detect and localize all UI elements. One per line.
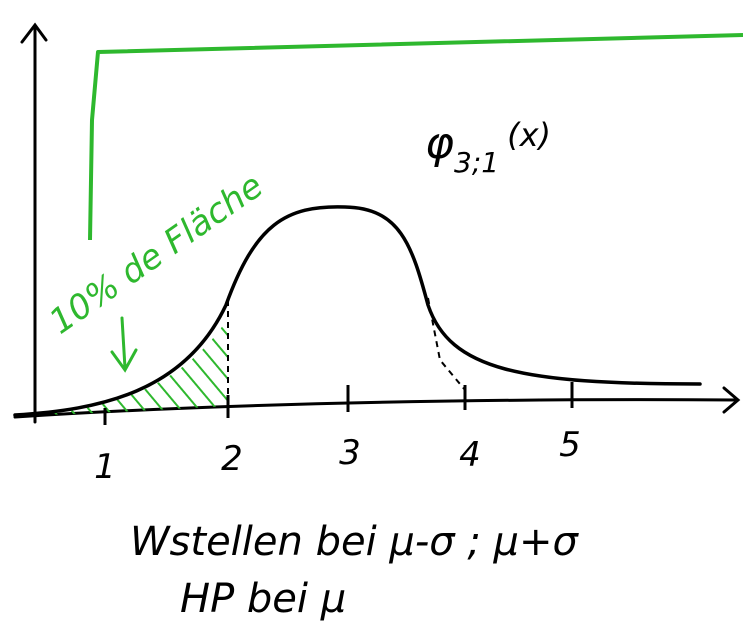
symbol: φ bbox=[425, 118, 454, 169]
tick-label: 2 bbox=[221, 439, 243, 479]
note: Wstellen bei μ-σ ; μ+σ bbox=[130, 519, 580, 565]
annotation: 10% de Fläche bbox=[42, 166, 270, 343]
tick-label: 4 bbox=[459, 435, 481, 475]
annotation-arrow bbox=[112, 318, 136, 370]
tick-label: 3 bbox=[339, 433, 361, 473]
sketch: 1 2 3 4 5 φ3;1(x) 10% de Fläche Wstellen… bbox=[0, 0, 743, 626]
tick-label: 1 bbox=[94, 447, 116, 487]
tick-label: 5 bbox=[559, 425, 581, 465]
curve-label: φ3;1(x) bbox=[425, 116, 551, 179]
y-axis bbox=[22, 25, 46, 422]
argument: (x) bbox=[507, 116, 551, 154]
note: HP bei μ bbox=[180, 576, 346, 622]
density-curve bbox=[15, 207, 700, 415]
subscript: 3;1 bbox=[454, 146, 499, 179]
